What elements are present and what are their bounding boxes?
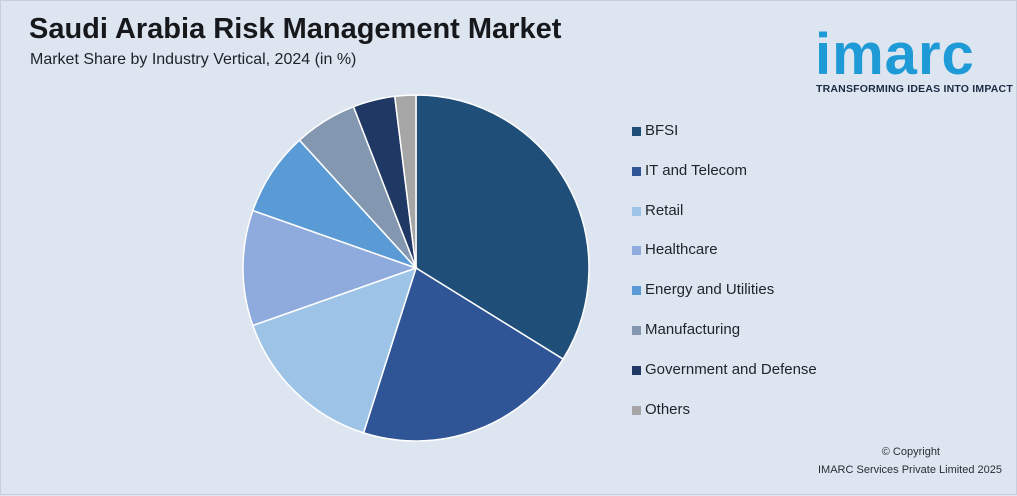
legend-swatch bbox=[632, 365, 641, 375]
legend-swatch bbox=[632, 286, 641, 296]
copyright-text: © Copyright bbox=[881, 446, 940, 458]
legend-label: BFSI bbox=[645, 122, 679, 139]
legend-label: IT and Telecom bbox=[645, 161, 748, 179]
legend-swatch bbox=[632, 246, 641, 256]
logo-wordmark: imarc bbox=[815, 22, 975, 87]
pie-slice-it-and-telecom bbox=[362, 266, 565, 442]
chart-title: Saudi Arabia Risk Management Market bbox=[29, 13, 562, 45]
imarc-logo: imarc TRANSFORMING IDEAS INTO IMPACT bbox=[813, 11, 1013, 97]
pie-slice-others bbox=[393, 94, 417, 269]
legend-swatch bbox=[632, 206, 641, 216]
legend-label: Others bbox=[645, 400, 691, 418]
logo-tagline: TRANSFORMING IDEAS INTO IMPACT bbox=[816, 83, 1013, 95]
pie-slice-healthcare bbox=[242, 209, 419, 327]
legend-label: Healthcare bbox=[645, 241, 718, 259]
pie-slice-bfsi bbox=[415, 94, 590, 361]
legend-label: Manufacturing bbox=[645, 321, 741, 338]
company-text: IMARC Services Private Limited 2025 bbox=[817, 464, 1002, 476]
chart-subtitle: Market Share by Industry Vertical, 2024 … bbox=[30, 51, 357, 68]
legend-label: Energy and Utilities bbox=[645, 281, 775, 299]
legend-swatch bbox=[632, 166, 641, 176]
legend-swatch bbox=[632, 405, 641, 415]
legend-label: Government and Defense bbox=[645, 360, 817, 378]
legend-label: Retail bbox=[645, 201, 684, 219]
pie-slice-retail bbox=[251, 266, 418, 434]
legend-swatch bbox=[632, 326, 641, 335]
legend-swatch bbox=[632, 127, 641, 136]
